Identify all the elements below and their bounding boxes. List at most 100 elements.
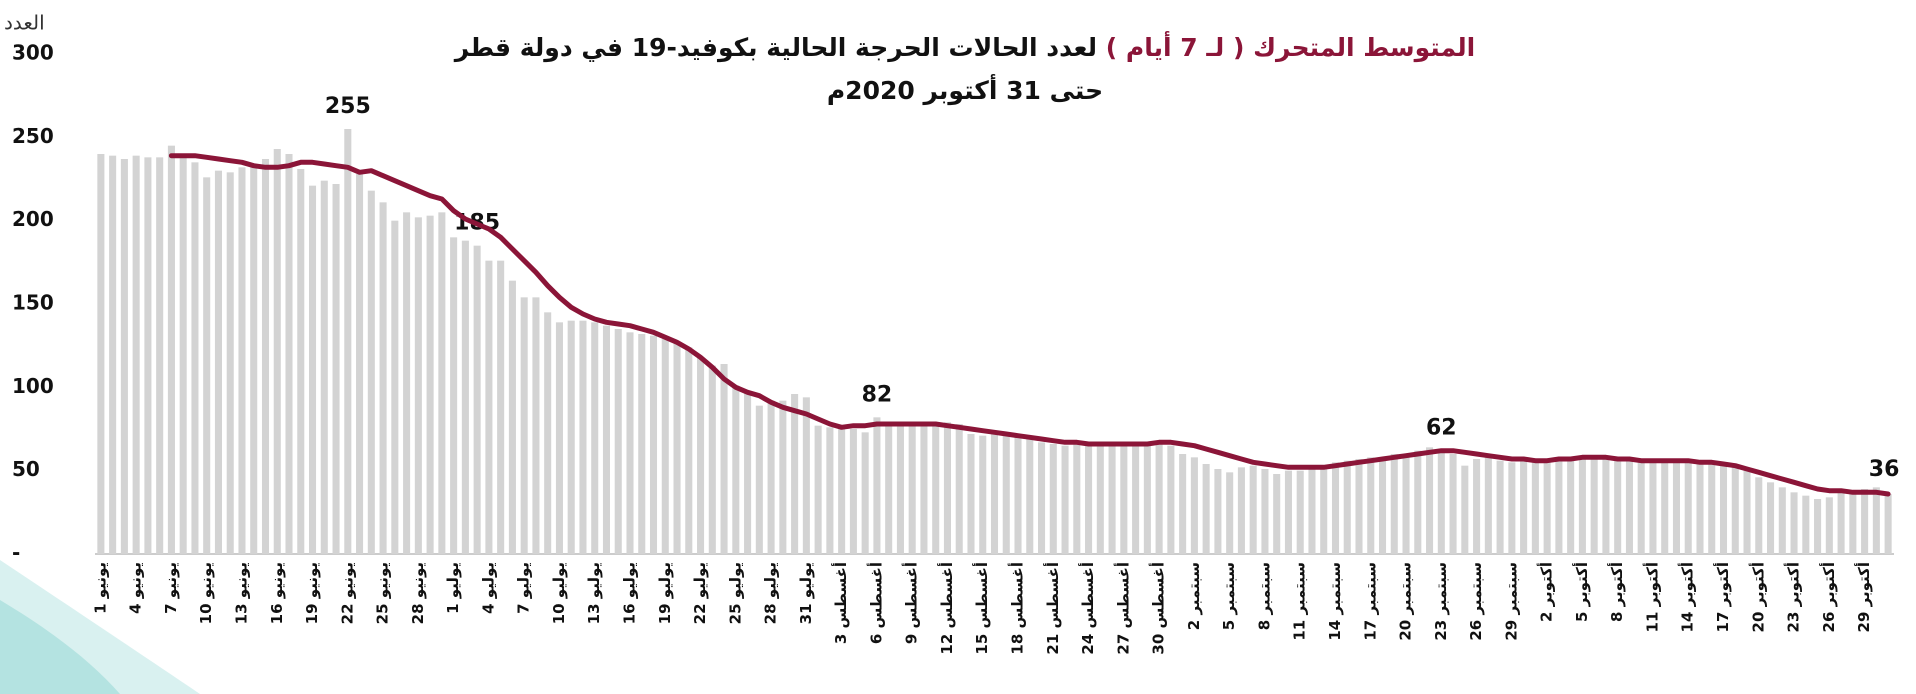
bar	[662, 339, 669, 554]
x-tick-label: 7 يونيو	[162, 562, 180, 614]
bar	[885, 426, 892, 554]
bar	[756, 406, 763, 554]
bar	[1485, 457, 1492, 554]
x-tick-label: 8 أكتوبر	[1607, 562, 1626, 622]
x-tick-label: 11 أكتوبر	[1642, 562, 1661, 632]
y-tick-label: 100	[12, 374, 54, 398]
bar	[803, 397, 810, 554]
x-tick-label: 17 أكتوبر	[1713, 562, 1732, 632]
bar	[956, 424, 963, 554]
x-tick-label: 14 أكتوبر	[1678, 562, 1697, 632]
bar	[1438, 451, 1445, 554]
bar	[333, 184, 340, 554]
x-tick-label: 17 سبتمبر	[1361, 562, 1379, 641]
bar	[1520, 461, 1527, 554]
bar	[568, 321, 575, 554]
bar	[1379, 457, 1386, 554]
bar	[1791, 492, 1798, 554]
bar	[1873, 487, 1880, 554]
y-tick-label: 50	[12, 457, 40, 481]
bar	[1567, 457, 1574, 554]
x-tick-label: 11 سبتمبر	[1291, 562, 1309, 641]
x-tick-label: 19 يوليو	[656, 562, 674, 624]
bar	[1732, 466, 1739, 554]
bar	[850, 429, 857, 554]
bar	[626, 332, 633, 554]
bar	[1144, 444, 1151, 554]
bar	[1403, 454, 1410, 554]
bar	[1120, 442, 1127, 554]
x-tick-label: 7 يوليو	[515, 562, 533, 614]
bar	[732, 386, 739, 554]
x-tick-label: 20 سبتمبر	[1397, 562, 1415, 641]
x-tick-label: 1 يونيو	[91, 562, 109, 614]
bar	[1109, 444, 1116, 554]
x-tick-label: 10 يوليو	[550, 562, 568, 624]
y-tick-label: 200	[12, 207, 54, 231]
bar	[1544, 459, 1551, 554]
bar	[1026, 439, 1033, 554]
bar	[556, 322, 563, 554]
bar	[1755, 477, 1762, 554]
bar	[1591, 459, 1598, 554]
bar	[909, 422, 916, 554]
bar	[1814, 499, 1821, 554]
bar	[1696, 462, 1703, 554]
bar	[944, 422, 951, 554]
bar	[1555, 457, 1562, 554]
bar	[427, 216, 434, 554]
bar	[368, 191, 375, 554]
bar	[321, 181, 328, 554]
bar	[1461, 466, 1468, 554]
bar	[603, 326, 610, 554]
bar	[1508, 462, 1515, 554]
x-tick-label: 22 يوليو	[691, 562, 709, 624]
bar	[485, 261, 492, 554]
bar	[1497, 461, 1504, 554]
bar	[1203, 464, 1210, 554]
bar	[979, 436, 986, 554]
bar	[1273, 474, 1280, 554]
y-tick-label: 250	[12, 124, 54, 148]
bar	[862, 432, 869, 554]
bar	[403, 212, 410, 554]
bar	[191, 162, 198, 554]
x-tick-label: 18 أغسطس	[1008, 562, 1027, 655]
data-label: 82	[862, 382, 893, 407]
bar	[227, 172, 234, 554]
bar	[1614, 459, 1621, 554]
bar	[1097, 446, 1104, 554]
bar	[474, 246, 481, 554]
bar	[615, 329, 622, 554]
bar	[1673, 461, 1680, 554]
bar	[1626, 461, 1633, 554]
x-tick-label: 1 يوليو	[444, 562, 462, 614]
bar	[380, 202, 387, 554]
bar	[674, 342, 681, 554]
bar	[1285, 471, 1292, 554]
bar	[1179, 454, 1186, 554]
bar	[1473, 459, 1480, 554]
x-tick-label: 6 أغسطس	[866, 562, 885, 644]
bar	[1320, 466, 1327, 554]
bar	[873, 417, 880, 554]
data-label: 36	[1869, 457, 1900, 482]
bar	[438, 212, 445, 554]
bar	[932, 422, 939, 554]
x-tick-label: 22 يونيو	[338, 562, 356, 624]
bar	[1261, 469, 1268, 554]
x-tick-label: 2 أكتوبر	[1537, 562, 1556, 622]
x-tick-label: 12 أغسطس	[937, 562, 956, 655]
bar	[262, 159, 269, 554]
bar	[356, 174, 363, 554]
x-tick-label: 23 أكتوبر	[1784, 562, 1803, 632]
bar	[897, 424, 904, 554]
bar	[1826, 497, 1833, 554]
bar	[826, 427, 833, 554]
bar	[156, 157, 163, 554]
bar	[1014, 437, 1021, 554]
bar	[121, 159, 128, 554]
bar	[744, 392, 751, 554]
data-label: 62	[1426, 416, 1457, 441]
x-tick-label: 5 أكتوبر	[1572, 562, 1591, 622]
